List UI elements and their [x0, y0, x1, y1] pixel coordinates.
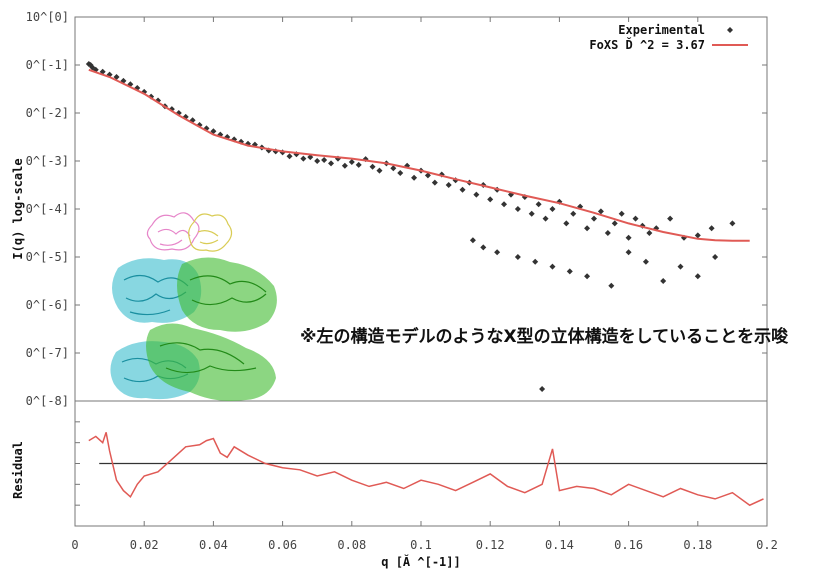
- experimental-point: [494, 249, 501, 256]
- y-tick-label: 0^[-4]: [26, 202, 69, 216]
- experimental-point: [528, 210, 535, 217]
- model-pink-domain: [146, 212, 200, 251]
- experimental-point: [611, 220, 618, 227]
- experimental-point: [469, 237, 476, 244]
- experimental-point: [604, 230, 611, 236]
- experimental-point: [514, 254, 521, 260]
- experimental-point: [424, 172, 431, 179]
- experimental-point: [625, 249, 632, 256]
- experimental-point: [591, 215, 597, 222]
- experimental-point: [712, 254, 719, 260]
- model-yellow-domain: [188, 213, 233, 252]
- x-tick-label: 0.16: [614, 538, 643, 552]
- experimental-point: [480, 244, 487, 251]
- x-axis-ticks: 0 0.02 0.04 0.06 0.08 0.1 0.12 0.14 0.16 0.18 0.2: [71, 17, 778, 552]
- y-tick-label: 10^[0]: [26, 10, 69, 24]
- experimental-point: [618, 210, 625, 217]
- experimental-point: [597, 208, 604, 215]
- x-tick-label: 0.14: [545, 538, 574, 552]
- experimental-point: [667, 215, 674, 222]
- experimental-point: [708, 225, 715, 232]
- experimental-points: [85, 61, 736, 392]
- experimental-point: [348, 158, 355, 165]
- x-tick-label: 0.12: [476, 538, 505, 552]
- experimental-point: [542, 215, 549, 222]
- experimental-point: [660, 278, 667, 284]
- y-tick-label: 0^[-6]: [26, 298, 69, 312]
- legend-foxs-label: FoXS Ď ^2 = 3.67: [589, 37, 705, 52]
- experimental-point: [549, 206, 556, 212]
- experimental-point: [300, 155, 307, 162]
- model-green-domain-top: [177, 257, 277, 332]
- x-axis-label: q [Ă ^[-1]]: [381, 554, 460, 569]
- y-tick-label: 0^[-2]: [26, 106, 69, 120]
- y-tick-label: 0^[-8]: [26, 394, 69, 408]
- residual-axis-label: Residual: [11, 441, 25, 499]
- experimental-point: [677, 263, 684, 270]
- experimental-point: [328, 160, 335, 167]
- experimental-point: [501, 201, 508, 208]
- experimental-point: [390, 165, 397, 172]
- x-tick-label: 0.18: [683, 538, 712, 552]
- experimental-point: [369, 163, 376, 170]
- experimental-point: [341, 162, 348, 169]
- experimental-point: [411, 174, 418, 181]
- experimental-point: [584, 273, 591, 280]
- experimental-point: [459, 186, 466, 193]
- experimental-point: [566, 268, 573, 275]
- experimental-point: [473, 191, 480, 198]
- experimental-point: [307, 154, 314, 161]
- experimental-point: [314, 158, 321, 164]
- experimental-point: [113, 74, 120, 80]
- x-tick-label: 0.1: [410, 538, 432, 552]
- y-tick-label: 0^[-7]: [26, 346, 69, 360]
- experimental-point: [431, 179, 438, 186]
- experimental-point: [646, 230, 653, 236]
- annotation-text: ※左の構造モデルのようなX型の立体構造をしていることを示唆: [300, 327, 789, 347]
- y-tick-label: 0^[-5]: [26, 250, 69, 264]
- experimental-point: [445, 182, 452, 188]
- y-axis-label: I(q) log-scale: [11, 158, 25, 259]
- experimental-point: [632, 215, 639, 222]
- x-tick-label: 0.06: [268, 538, 297, 552]
- experimental-point: [539, 386, 546, 392]
- legend-experimental-marker: [727, 27, 733, 33]
- experimental-point: [535, 201, 542, 208]
- x-tick-label: 0.04: [199, 538, 228, 552]
- experimental-point: [355, 161, 362, 168]
- experimental-point: [286, 153, 293, 160]
- x-tick-label: 0.2: [756, 538, 778, 552]
- legend-experimental-label: Experimental: [618, 23, 705, 37]
- y-axis-ticks: 10^[0] 0^[-1] 0^[-2] 0^[-3] 0^[-4] 0^[-5] 0^[-…: [26, 10, 767, 506]
- x-tick-label: 0.02: [130, 538, 159, 552]
- experimental-point: [507, 191, 514, 198]
- residual-line: [88, 432, 764, 507]
- experimental-point: [625, 234, 632, 241]
- experimental-point: [487, 196, 494, 203]
- experimental-point: [584, 225, 591, 232]
- experimental-point: [694, 232, 701, 239]
- foxs-fit-line: [88, 68, 750, 242]
- experimental-point: [321, 157, 328, 164]
- experimental-point: [514, 206, 521, 212]
- legend: Experimental FoXS Ď ^2 = 3.67: [589, 23, 748, 52]
- experimental-point: [570, 210, 577, 217]
- model-green-domain-bottom: [146, 323, 276, 401]
- experimental-point: [608, 282, 615, 289]
- x-tick-label: 0.08: [337, 538, 366, 552]
- experimental-point: [642, 258, 649, 265]
- protein-structure-illustration: [110, 212, 277, 401]
- experimental-point: [729, 220, 736, 227]
- experimental-point: [549, 263, 556, 270]
- experimental-point: [397, 170, 404, 176]
- y-tick-label: 0^[-3]: [26, 154, 69, 168]
- experimental-point: [694, 273, 701, 280]
- x-tick-label: 0: [71, 538, 78, 552]
- experimental-point: [532, 258, 539, 265]
- experimental-point: [376, 167, 383, 174]
- experimental-point: [563, 220, 570, 227]
- y-tick-label: 0^[-1]: [26, 58, 69, 72]
